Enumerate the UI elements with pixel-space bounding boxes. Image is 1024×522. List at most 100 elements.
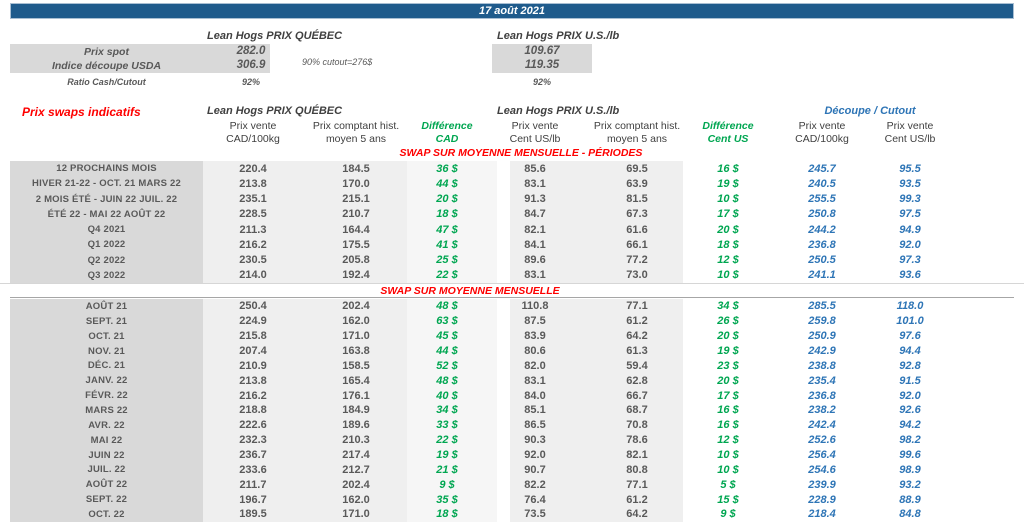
- us-hist-cell: 80.8: [626, 463, 648, 476]
- us-diff-cell: 34 $: [717, 300, 739, 313]
- us-hist-cell: 62.8: [626, 374, 648, 387]
- us-diff-cell: 18 $: [717, 238, 739, 251]
- column-header-line2: Cent US/lb: [509, 133, 561, 145]
- us-diff-cell: 16 $: [717, 162, 739, 175]
- spot-us-title: Lean Hogs PRIX U.S./lb: [497, 30, 620, 42]
- label-cell: AVR. 22: [88, 419, 125, 431]
- us-vente-cell: 84.0: [524, 389, 546, 402]
- qc-hist-cell: 202.4: [342, 478, 370, 491]
- us-hist-cell: 59.4: [626, 359, 648, 372]
- us-diff-cell: 20 $: [717, 223, 739, 236]
- qc-hist-cell: 175.5: [342, 238, 370, 251]
- spot-row-label: Ratio Cash/Cutout: [67, 77, 146, 87]
- column-header-line2: CAD/100kg: [226, 133, 280, 145]
- qc-vente-cell: 224.9: [239, 315, 267, 328]
- us-hist-cell: 66.7: [626, 389, 648, 402]
- swap-row: Q4 2021 211.3 164.4 47 $ 82.1 61.6 20 $ 244.2 94…: [0, 222, 1024, 237]
- column-header-cutout-us: Prix vente Cent US/lb: [862, 120, 958, 146]
- swap-row: SEPT. 21 224.9 162.0 63 $ 87.5 61.2 26 $ 259.8 1…: [0, 314, 1024, 329]
- us-hist-cell: 64.2: [626, 508, 648, 521]
- cutout-us-cell: 94.4: [899, 345, 921, 357]
- qc-diff-cell: 44 $: [436, 345, 458, 357]
- qc-hist-cell: 184.5: [342, 162, 370, 175]
- qc-diff-cell: 48 $: [436, 374, 458, 387]
- qc-diff-cell: 22 $: [436, 269, 458, 282]
- us-diff-cell: 20 $: [717, 374, 739, 387]
- diff-cad-column-background: [407, 299, 497, 522]
- cutout-cad-cell: 259.8: [808, 315, 836, 328]
- spot-quebec-value: 306.9: [236, 59, 266, 71]
- us-vente-cell: 89.6: [524, 254, 546, 267]
- swap-row: NOV. 21 207.4 163.8 44 $ 80.6 61.3 19 $ 242.9 94…: [0, 344, 1024, 359]
- qc-hist-cell: 210.7: [342, 208, 370, 221]
- qc-diff-cell: 48 $: [436, 300, 458, 313]
- qc-hist-cell: 210.3: [342, 434, 370, 447]
- qc-vente-cell: 196.7: [239, 493, 267, 506]
- us-diff-cell: 16 $: [717, 419, 739, 432]
- qc-vente-cell: 213.8: [239, 177, 267, 190]
- qc-vente-cell: 215.8: [239, 330, 267, 343]
- spot-us-ratio: 92%: [532, 77, 551, 87]
- cutout-us-cell: 95.5: [899, 162, 921, 175]
- swap-periods-header: SWAP SUR MOYENNE MENSUELLE - PÉRIODES: [399, 147, 643, 159]
- us-diff-cell: 19 $: [717, 177, 739, 190]
- label-cell: 2 MOIS ÉTÉ - JUIN 22 JUIL. 22: [35, 193, 178, 205]
- label-cell: HIVER 21-22 - OCT. 21 MARS 22: [32, 178, 181, 190]
- swap-row: JUIL. 22 233.6 212.7 21 $ 90.7 80.8 10 $ 254.6 9…: [0, 462, 1024, 477]
- qc-diff-cell: 36 $: [436, 162, 458, 175]
- qc-diff-cell: 33 $: [436, 419, 458, 432]
- us-diff-cell: 12 $: [717, 254, 739, 267]
- date-banner: 17 août 2021: [10, 3, 1014, 19]
- us-columns-background: [510, 299, 683, 522]
- qc-vente-cell: 210.9: [239, 359, 267, 372]
- cutout-cad-cell: 254.6: [808, 463, 836, 476]
- qc-diff-cell: 19 $: [436, 449, 458, 462]
- qc-vente-cell: 228.5: [239, 208, 267, 221]
- us-vente-cell: 82.2: [524, 478, 546, 491]
- label-cell: Q4 2021: [87, 224, 126, 236]
- cutout-us-cell: 99.3: [899, 193, 921, 206]
- us-vente-cell: 83.1: [524, 374, 546, 387]
- us-hist-cell: 69.5: [626, 162, 648, 175]
- qc-diff-cell: 22 $: [436, 434, 458, 447]
- qc-vente-cell: 207.4: [239, 345, 267, 357]
- column-header-line2: moyen 5 ans: [606, 133, 668, 145]
- us-vente-cell: 87.5: [524, 315, 546, 328]
- date-banner-text: 17 août 2021: [478, 5, 546, 17]
- us-diff-cell: 10 $: [717, 193, 739, 206]
- column-header-line1: Différence: [421, 120, 473, 132]
- cutout-cad-cell: 240.5: [808, 177, 836, 190]
- cutout-us-cell: 93.5: [899, 177, 921, 190]
- spot-row-label: Indice découpe USDA: [51, 60, 162, 72]
- cutout-us-cell: 94.2: [899, 419, 921, 432]
- qc-diff-cell: 41 $: [436, 238, 458, 251]
- qc-diff-cell: 21 $: [436, 463, 458, 476]
- label-cell: Q1 2022: [87, 239, 126, 251]
- label-cell: JUIN 22: [88, 449, 125, 461]
- us-diff-cell: 5 $: [720, 478, 736, 491]
- swap-row: SEPT. 22 196.7 162.0 35 $ 76.4 61.2 15 $ 228.9 8…: [0, 492, 1024, 507]
- column-header-line2: moyen 5 ans: [325, 133, 387, 145]
- cutout-cad-cell: 242.4: [808, 419, 836, 432]
- us-hist-cell: 77.1: [626, 300, 648, 313]
- us-hist-cell: 64.2: [626, 330, 648, 343]
- label-cell: JANV. 22: [85, 375, 128, 387]
- swap-row: MAI 22 232.3 210.3 22 $ 90.3 78.6 12 $ 252.6 98.…: [0, 433, 1024, 448]
- us-vente-cell: 83.1: [524, 177, 546, 190]
- cutout-cad-cell: 236.8: [808, 389, 836, 402]
- section-divider: [10, 297, 1014, 298]
- qc-hist-cell: 184.9: [342, 404, 370, 417]
- qc-vente-cell: 189.5: [239, 508, 267, 521]
- spot-quebec-graybox: [10, 44, 270, 73]
- spot-quebec-title: Lean Hogs PRIX QUÉBEC: [207, 30, 343, 42]
- us-diff-cell: 26 $: [717, 315, 739, 328]
- swap-row: AVR. 22 222.6 189.6 33 $ 86.5 70.8 16 $ 242.4 94…: [0, 418, 1024, 433]
- column-header-line1: Prix vente: [511, 120, 559, 132]
- us-diff-cell: 23 $: [717, 359, 739, 372]
- swap-monthly-header: SWAP SUR MOYENNE MENSUELLE: [380, 285, 560, 297]
- cutout-us-cell: 88.9: [899, 493, 921, 506]
- qc-diff-cell: 63 $: [436, 315, 458, 328]
- column-header-line2: Cent US/lb: [884, 133, 936, 145]
- cutout-cad-cell: 238.8: [808, 359, 836, 372]
- swap-row: 12 PROCHAINS MOIS 220.4 184.5 36 $ 85.6 69.5 1…: [0, 161, 1024, 176]
